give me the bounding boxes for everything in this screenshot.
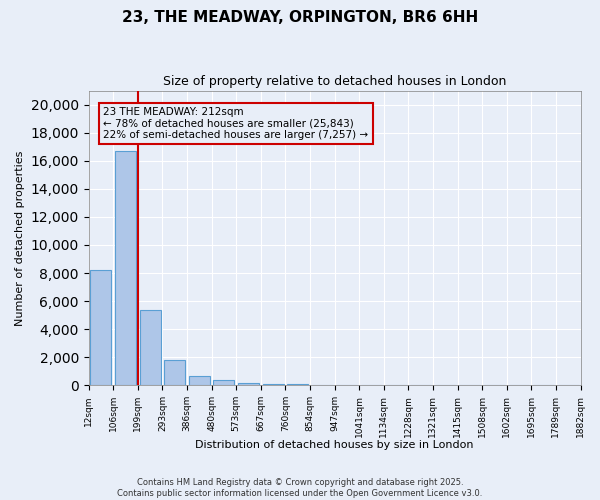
Text: Contains HM Land Registry data © Crown copyright and database right 2025.
Contai: Contains HM Land Registry data © Crown c… bbox=[118, 478, 482, 498]
Bar bbox=[140, 310, 161, 386]
Text: 23, THE MEADWAY, ORPINGTON, BR6 6HH: 23, THE MEADWAY, ORPINGTON, BR6 6HH bbox=[122, 10, 478, 25]
Y-axis label: Number of detached properties: Number of detached properties bbox=[15, 150, 25, 326]
Title: Size of property relative to detached houses in London: Size of property relative to detached ho… bbox=[163, 75, 506, 88]
Bar bbox=[263, 384, 284, 386]
Bar bbox=[287, 384, 308, 386]
Text: 23 THE MEADWAY: 212sqm
← 78% of detached houses are smaller (25,843)
22% of semi: 23 THE MEADWAY: 212sqm ← 78% of detached… bbox=[103, 107, 368, 140]
Bar bbox=[214, 380, 235, 386]
Bar bbox=[91, 270, 112, 386]
Bar bbox=[312, 384, 333, 386]
X-axis label: Distribution of detached houses by size in London: Distribution of detached houses by size … bbox=[196, 440, 474, 450]
Bar bbox=[189, 376, 210, 386]
Bar bbox=[238, 382, 259, 386]
Bar bbox=[164, 360, 185, 386]
Bar bbox=[115, 151, 136, 386]
